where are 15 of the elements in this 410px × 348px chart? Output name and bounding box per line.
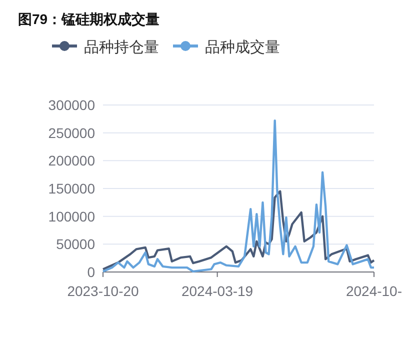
y-tick-label: 150000 — [48, 180, 96, 196]
y-tick-label: 100000 — [48, 208, 96, 224]
legend-品种持仓量: 品种持仓量 — [52, 39, 159, 56]
chart-title: 图79：锰硅期权成交量 — [18, 11, 160, 27]
x-tick-label: 2024-10- — [346, 283, 402, 299]
legend-品种成交量: 品种成交量 — [173, 39, 280, 56]
y-tick-label: 250000 — [48, 124, 96, 141]
y-tick-label: 50000 — [56, 236, 96, 252]
x-tick-label: 2024-03-19 — [181, 283, 254, 299]
x-tick-label: 2023-10-20 — [67, 283, 140, 299]
y-tick-label: 200000 — [48, 152, 96, 169]
legend-label: 品种成交量 — [205, 39, 280, 56]
legend-label: 品种持仓量 — [84, 39, 159, 56]
y-tick-label: 300000 — [48, 97, 96, 113]
y-tick-label: 0 — [87, 264, 96, 280]
